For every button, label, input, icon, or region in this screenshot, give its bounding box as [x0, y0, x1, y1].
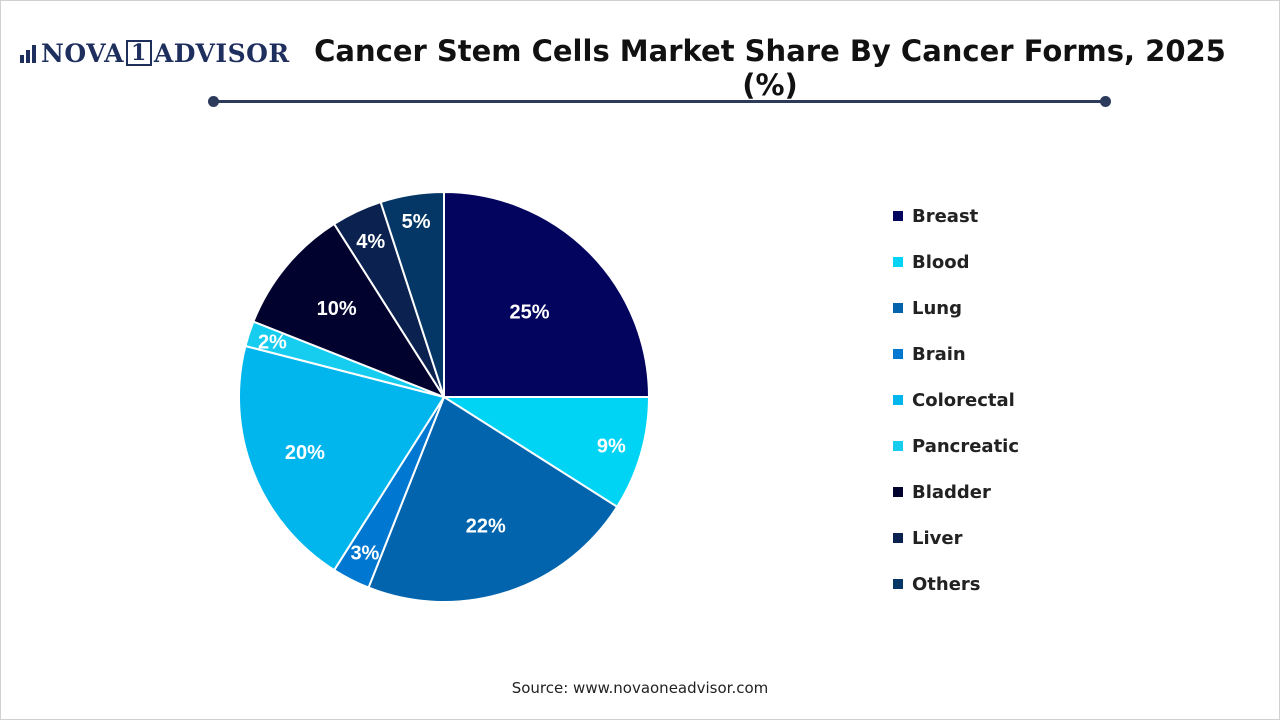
legend-swatch: [893, 487, 903, 497]
pie-slice-lung: [367, 395, 619, 603]
legend-swatch: [893, 257, 903, 267]
divider-dot-left: [208, 96, 219, 107]
pie-label-bladder: 10%: [317, 298, 357, 320]
pie-label-pancreatic: 2%: [258, 331, 287, 353]
legend-item-lung: Lung: [893, 285, 1153, 331]
pie-label-liver: 4%: [356, 231, 385, 253]
legend-swatch: [893, 533, 903, 543]
pie-slice-colorectal: [238, 344, 446, 572]
legend-item-brain: Brain: [893, 331, 1153, 377]
legend-label: Blood: [912, 251, 970, 273]
pie-chart: 25% 9% 22% 3% 20% 2% 10% 4% 5%: [238, 190, 651, 603]
source-note: Source: www.novaoneadvisor.com: [511, 679, 769, 697]
legend-label: Liver: [912, 527, 963, 549]
logo-text-pre: NOVA: [41, 38, 125, 68]
legend-label: Colorectal: [912, 389, 1015, 411]
legend-swatch: [893, 395, 903, 405]
pie-slice-bladder: [252, 222, 447, 400]
legend-item-pancreatic: Pancreatic: [893, 423, 1153, 469]
pie-slice-others: [379, 190, 445, 398]
pie-slice-blood: [440, 396, 651, 509]
title-divider: [214, 100, 1106, 103]
logo-bars-icon: [20, 43, 36, 63]
pie-label-blood: 9%: [597, 436, 626, 458]
legend-label: Bladder: [912, 481, 991, 503]
legend-label: Lung: [912, 297, 962, 319]
chart-legend: Breast Blood Lung Brain Colorectal Pancreatic…: [893, 193, 1153, 607]
chart-title: Cancer Stem Cells Market Share By Cancer…: [314, 34, 1226, 102]
brand-logo: NOVA 1 ADVISOR: [20, 36, 290, 70]
pie-label-brain: 3%: [350, 542, 379, 564]
legend-item-breast: Breast: [893, 193, 1153, 239]
logo-text-num: 1: [126, 40, 152, 66]
legend-swatch: [893, 441, 903, 451]
legend-swatch: [893, 303, 903, 313]
legend-label: Others: [912, 573, 981, 595]
legend-item-blood: Blood: [893, 239, 1153, 285]
legend-item-colorectal: Colorectal: [893, 377, 1153, 423]
divider-dot-right: [1100, 96, 1111, 107]
pie-label-colorectal: 20%: [285, 442, 325, 464]
legend-item-others: Others: [893, 561, 1153, 607]
legend-swatch: [893, 211, 903, 221]
pie-label-others: 5%: [402, 211, 431, 233]
legend-label: Brain: [912, 343, 966, 365]
legend-swatch: [893, 349, 903, 359]
legend-item-liver: Liver: [893, 515, 1153, 561]
legend-label: Pancreatic: [912, 435, 1020, 457]
pie-label-breast: 25%: [509, 302, 549, 324]
legend-swatch: [893, 579, 903, 589]
legend-label: Breast: [912, 205, 979, 227]
logo-text-post: ADVISOR: [153, 38, 290, 68]
legend-item-bladder: Bladder: [893, 469, 1153, 515]
pie-slice-breast: [443, 190, 651, 398]
pie-label-lung: 22%: [466, 516, 506, 538]
